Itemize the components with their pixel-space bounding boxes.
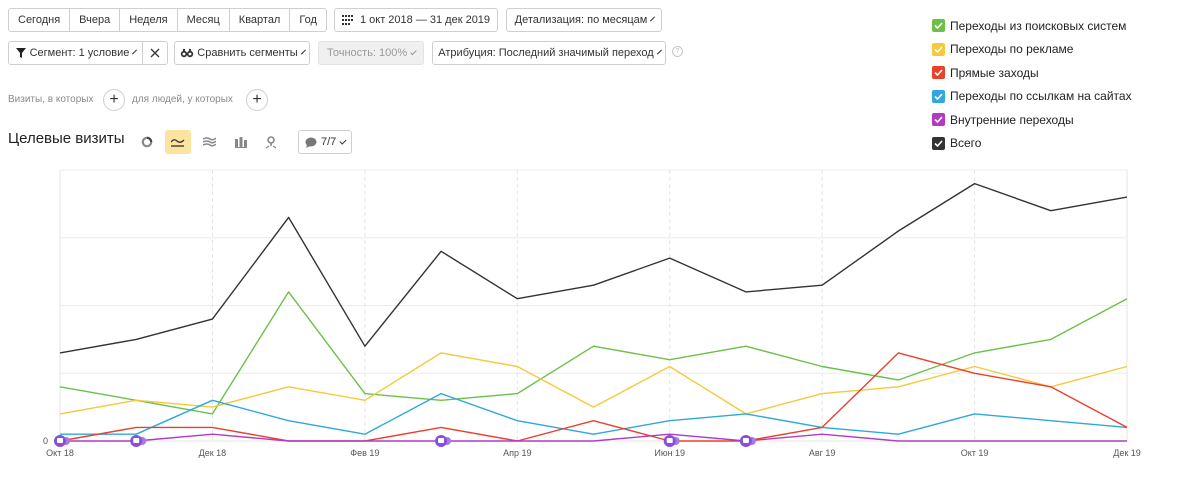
legend-item-search[interactable]: Переходы из поисковых систем — [932, 14, 1132, 38]
series-line — [60, 392, 1128, 435]
x-tick-label: Дек 19 — [1113, 448, 1141, 458]
calendar-icon — [341, 15, 354, 25]
series-line — [59, 291, 1128, 415]
period-today-button[interactable]: Сегодня — [8, 8, 71, 32]
period-quarter-button[interactable]: Квартал — [228, 8, 291, 32]
x-tick-label: Окт 19 — [961, 448, 989, 458]
legend-item-total[interactable]: Всего — [932, 132, 1132, 156]
notes-dropdown[interactable]: 7/7 — [298, 130, 352, 154]
x-tick-label: Окт 18 — [46, 448, 74, 458]
checkbox-checked-icon — [932, 136, 945, 150]
series-line — [59, 352, 1128, 415]
accuracy-label: Точность: 100% — [327, 47, 408, 59]
chart-title: Целевые визиты — [8, 130, 125, 147]
compare-icon — [180, 48, 194, 58]
legend-label: Всего — [950, 136, 982, 151]
x-tick-label: Апр 19 — [503, 448, 531, 458]
checkbox-checked-icon — [932, 89, 945, 103]
x-tick-label: Июн 19 — [654, 448, 685, 458]
legend-item-internal[interactable]: Внутренние переходы — [932, 108, 1132, 132]
notes-count: 7/7 — [321, 136, 337, 148]
legend-label: Прямые заходы — [950, 65, 1039, 80]
series-line — [59, 182, 1128, 354]
detail-dropdown[interactable]: Детализация: по месяцам — [506, 8, 662, 32]
chevron-down-icon — [300, 49, 306, 54]
checkbox-checked-icon — [932, 42, 945, 56]
bar-chart-icon — [235, 136, 247, 148]
comment-marker-icon[interactable] — [663, 435, 680, 447]
pie-chart-icon — [141, 136, 153, 148]
help-icon[interactable]: ? — [672, 46, 683, 57]
period-yesterday-button[interactable]: Вчера — [69, 8, 121, 32]
legend-item-direct[interactable]: Прямые заходы — [932, 61, 1132, 85]
series-line — [59, 352, 1128, 442]
date-range-label: 1 окт 2018 — 31 дек 2019 — [359, 14, 491, 26]
period-week-button[interactable]: Неделя — [119, 8, 178, 32]
segment-label: Сегмент: 1 условие — [29, 47, 130, 59]
y-tick-label: 0 — [43, 436, 48, 446]
area-chart-button[interactable] — [196, 130, 222, 154]
legend-item-ads[interactable]: Переходы по рекламе — [932, 38, 1132, 62]
legend-label: Внутренние переходы — [950, 112, 1074, 127]
period-year-button[interactable]: Год — [289, 8, 327, 32]
chevron-down-icon — [410, 48, 417, 55]
add-visit-condition-button[interactable]: + — [103, 89, 125, 111]
compare-segments-dropdown[interactable]: Сравнить сегменты — [174, 41, 310, 65]
checkbox-checked-icon — [932, 113, 945, 127]
attribution-dropdown[interactable]: Атрибуция: Последний значимый переход — [432, 41, 666, 65]
x-tick-label: Дек 18 — [199, 448, 227, 458]
area-chart-icon — [202, 137, 216, 147]
segment-clear-button[interactable] — [142, 41, 168, 65]
detail-label: Детализация: по месяцам — [514, 14, 648, 26]
map-pin-icon — [265, 135, 277, 149]
filter-icon — [15, 48, 26, 58]
x-tick-label: Авг 19 — [809, 448, 836, 458]
legend: Переходы из поисковых систем Переходы по… — [932, 14, 1132, 155]
chevron-down-icon — [132, 49, 138, 54]
map-chart-button[interactable] — [258, 130, 284, 154]
period-selector: Сегодня Вчера Неделя Месяц Квартал Год — [8, 8, 327, 32]
series-line — [60, 433, 1127, 442]
visits-condition-label: Визиты, в которых — [8, 94, 94, 105]
line-chart-button[interactable] — [165, 130, 191, 154]
compare-label: Сравнить сегменты — [197, 47, 298, 59]
people-condition-label: для людей, у которых — [132, 94, 233, 105]
line-chart-icon — [171, 137, 185, 147]
attribution-label: Атрибуция: Последний значимый переход — [438, 47, 654, 59]
x-tick-label: Фев 19 — [350, 448, 379, 458]
close-icon — [150, 48, 160, 58]
segment-dropdown[interactable]: Сегмент: 1 условие — [8, 41, 143, 65]
line-chart: Окт 18 Дек 18 Фев 19 Апр 19 Июн 19 Авг 19 Окт … — [43, 169, 1141, 458]
legend-label: Переходы по рекламе — [950, 42, 1074, 57]
chevron-down-icon — [650, 16, 656, 21]
period-month-button[interactable]: Месяц — [176, 8, 230, 32]
comment-marker-icon[interactable] — [54, 435, 70, 447]
bar-chart-button[interactable] — [228, 130, 254, 154]
chevron-down-icon — [339, 137, 347, 144]
date-range-button[interactable]: 1 окт 2018 — 31 дек 2019 — [334, 8, 498, 32]
accuracy-dropdown[interactable]: Точность: 100% — [318, 41, 424, 65]
checkbox-checked-icon — [932, 19, 945, 33]
pie-chart-button[interactable] — [134, 130, 160, 154]
legend-label: Переходы по ссылкам на сайтах — [950, 89, 1132, 104]
comment-marker-icon[interactable] — [435, 435, 452, 447]
legend-label: Переходы из поисковых систем — [950, 18, 1127, 33]
add-people-condition-button[interactable]: + — [246, 89, 268, 111]
comment-marker-icon[interactable] — [739, 435, 756, 447]
chevron-down-icon — [656, 49, 662, 54]
checkbox-checked-icon — [932, 66, 945, 80]
legend-item-links[interactable]: Переходы по ссылкам на сайтах — [932, 85, 1132, 109]
comment-marker-icon[interactable] — [130, 435, 147, 447]
comment-icon — [305, 137, 317, 148]
